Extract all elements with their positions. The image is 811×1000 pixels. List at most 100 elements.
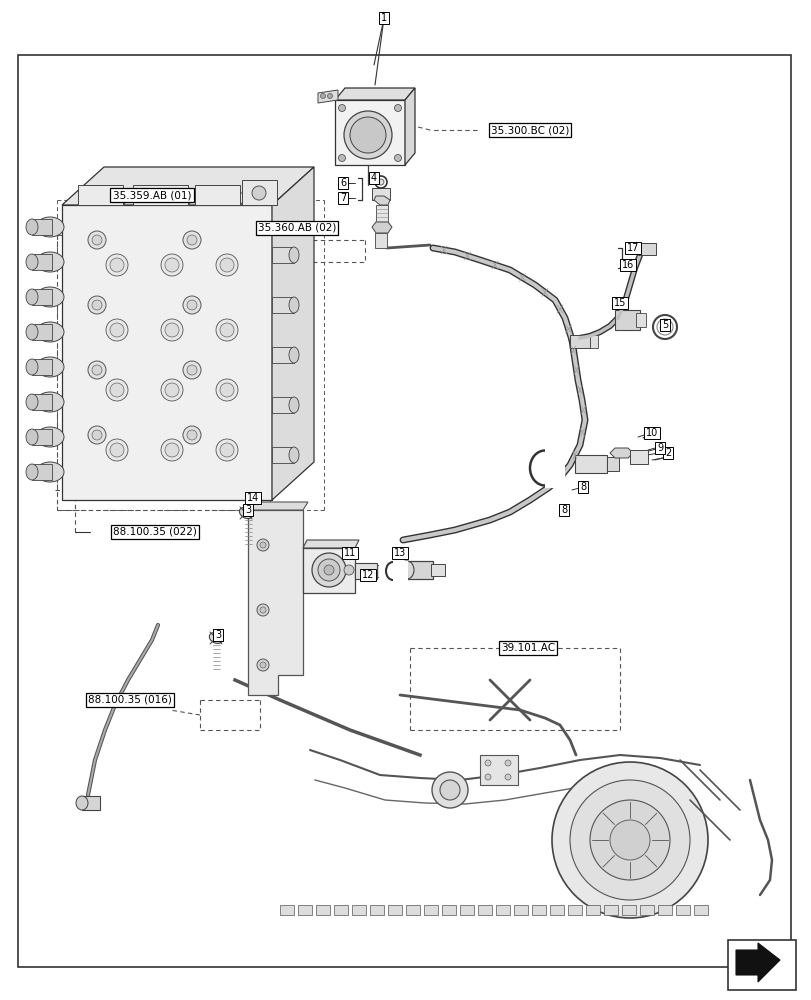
- Ellipse shape: [289, 347, 298, 363]
- Bar: [376, 565, 384, 577]
- Circle shape: [431, 772, 467, 808]
- Circle shape: [394, 155, 401, 162]
- Circle shape: [327, 94, 332, 99]
- Text: 16: 16: [621, 260, 633, 270]
- Bar: [272, 347, 294, 363]
- Circle shape: [109, 323, 124, 337]
- Circle shape: [569, 780, 689, 900]
- Polygon shape: [133, 185, 188, 205]
- Circle shape: [257, 539, 268, 551]
- Bar: [657, 905, 672, 915]
- Bar: [406, 905, 419, 915]
- Circle shape: [320, 94, 325, 99]
- Text: 13: 13: [393, 548, 406, 558]
- Circle shape: [109, 443, 124, 457]
- Bar: [315, 905, 329, 915]
- Bar: [607, 457, 618, 471]
- Bar: [272, 297, 294, 313]
- Text: 3: 3: [245, 505, 251, 515]
- Circle shape: [187, 430, 197, 440]
- Circle shape: [88, 231, 106, 249]
- Ellipse shape: [289, 397, 298, 413]
- Circle shape: [344, 565, 354, 575]
- Circle shape: [220, 443, 234, 457]
- Text: 8: 8: [579, 482, 586, 492]
- Bar: [371, 188, 389, 200]
- Bar: [635, 313, 646, 327]
- Ellipse shape: [289, 297, 298, 313]
- Bar: [441, 905, 456, 915]
- Ellipse shape: [36, 252, 64, 272]
- Circle shape: [106, 439, 128, 461]
- Bar: [32, 219, 52, 235]
- Bar: [423, 905, 437, 915]
- Bar: [614, 310, 639, 330]
- Bar: [478, 905, 491, 915]
- Bar: [32, 394, 52, 410]
- Circle shape: [504, 774, 510, 780]
- Bar: [574, 455, 607, 473]
- Circle shape: [182, 296, 201, 314]
- Circle shape: [504, 760, 510, 766]
- Text: 39.101.AC: 39.101.AC: [500, 643, 555, 653]
- Ellipse shape: [76, 796, 88, 810]
- Text: 9: 9: [656, 443, 663, 453]
- Polygon shape: [371, 222, 392, 233]
- Text: 12: 12: [362, 570, 374, 580]
- Circle shape: [394, 105, 401, 112]
- Polygon shape: [335, 100, 405, 165]
- Text: 3: 3: [215, 630, 221, 640]
- Bar: [676, 905, 689, 915]
- Polygon shape: [78, 193, 135, 205]
- Polygon shape: [303, 540, 358, 548]
- Bar: [388, 905, 401, 915]
- Polygon shape: [609, 448, 633, 458]
- Polygon shape: [133, 193, 200, 205]
- Circle shape: [165, 383, 178, 397]
- Bar: [531, 905, 545, 915]
- Circle shape: [216, 379, 238, 401]
- Bar: [298, 905, 311, 915]
- Polygon shape: [405, 88, 414, 165]
- Text: 15: 15: [613, 298, 625, 308]
- Circle shape: [161, 254, 182, 276]
- Bar: [629, 450, 647, 464]
- Bar: [431, 564, 444, 576]
- Circle shape: [182, 361, 201, 379]
- Circle shape: [106, 379, 128, 401]
- Circle shape: [338, 155, 345, 162]
- Circle shape: [311, 553, 345, 587]
- Circle shape: [260, 662, 266, 668]
- Bar: [375, 233, 387, 248]
- Polygon shape: [247, 502, 307, 510]
- Polygon shape: [247, 510, 303, 695]
- Ellipse shape: [26, 254, 38, 270]
- Ellipse shape: [289, 447, 298, 463]
- Text: 17: 17: [626, 243, 638, 253]
- Bar: [370, 905, 384, 915]
- Circle shape: [92, 235, 102, 245]
- Circle shape: [92, 430, 102, 440]
- Bar: [590, 335, 597, 348]
- Bar: [460, 905, 474, 915]
- Circle shape: [484, 774, 491, 780]
- Ellipse shape: [36, 427, 64, 447]
- Bar: [351, 905, 366, 915]
- Circle shape: [220, 383, 234, 397]
- Bar: [379, 561, 393, 581]
- Text: 11: 11: [343, 548, 356, 558]
- Circle shape: [378, 179, 384, 185]
- Bar: [496, 905, 509, 915]
- Circle shape: [161, 319, 182, 341]
- Bar: [479, 755, 517, 785]
- Text: 6: 6: [340, 178, 345, 188]
- Circle shape: [318, 559, 340, 581]
- Ellipse shape: [209, 633, 222, 643]
- Circle shape: [165, 443, 178, 457]
- Bar: [82, 796, 100, 810]
- Bar: [32, 289, 52, 305]
- Bar: [603, 905, 617, 915]
- Ellipse shape: [36, 287, 64, 307]
- Circle shape: [88, 426, 106, 444]
- Text: 35.360.AB (02): 35.360.AB (02): [258, 223, 336, 233]
